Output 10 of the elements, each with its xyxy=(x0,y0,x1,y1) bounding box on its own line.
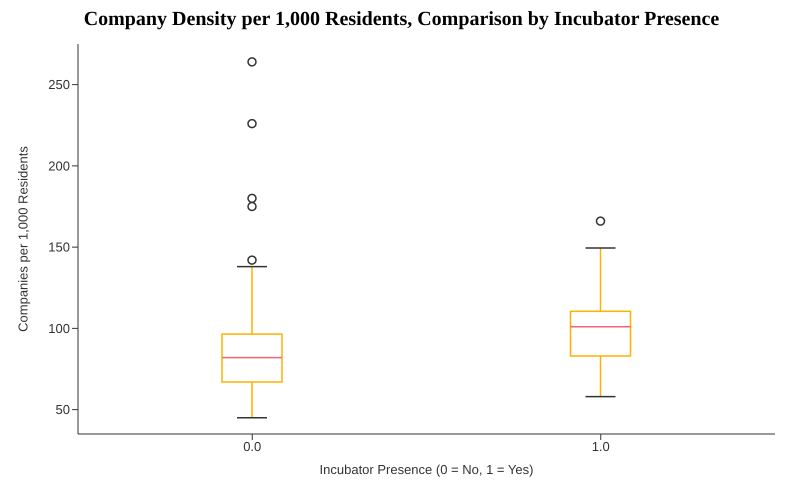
y-tick-label: 200 xyxy=(48,158,70,174)
y-axis-title: Companies per 1,000 Residents xyxy=(16,146,31,332)
y-tick-label: 150 xyxy=(48,240,70,255)
y-tick-label: 100 xyxy=(48,320,70,336)
chart-title: Company Density per 1,000 Residents, Comparison by Incubator Presence xyxy=(82,8,720,32)
x-tick-label: 1.0 xyxy=(592,439,610,454)
x-tick-label: 0.0 xyxy=(243,439,262,454)
x-axis-title: Incubator Presence (0 = No, 1 = Yes) xyxy=(320,462,534,477)
y-tick-label: 250 xyxy=(48,77,70,92)
y-tick-label: 50 xyxy=(56,402,70,418)
